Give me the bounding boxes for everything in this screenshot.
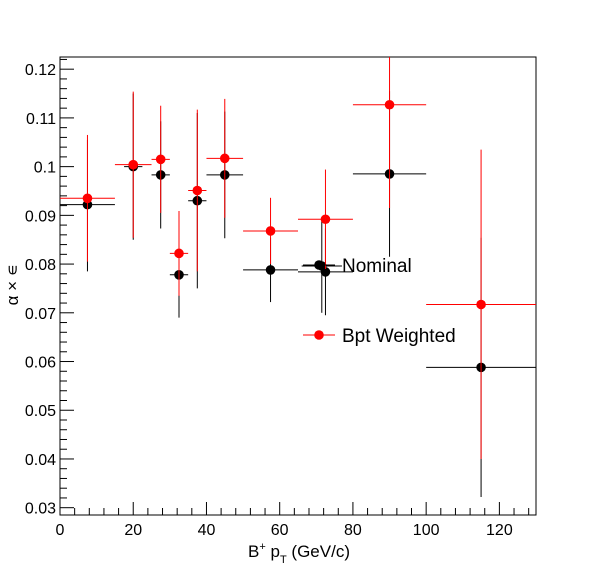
x-tick-label: 40 [198,522,216,539]
data-point [174,248,184,259]
x-tick-label: 60 [271,522,289,539]
legend-entry-nominal: Nominal [303,256,412,277]
legend-marker-bpt-weighted [314,330,324,340]
data-point [320,267,331,277]
axis-tick-labels: 0 20 40 60 80 100 120 0.03 0.04 0.05 0.06 0.07 0.08 0… [25,62,513,539]
legend: Nominal Bpt Weighted [303,256,456,347]
y-tick-label: 0.06 [25,355,56,372]
legend-entry-bpt-weighted: Bpt Weighted [303,326,456,347]
x-tick-label: 100 [413,522,440,539]
x-axis-title-subscript: T [280,554,287,566]
y-tick-label: 0.1 [34,160,56,177]
x-tick-label: 80 [344,522,362,539]
data-point [82,193,93,204]
data-point [476,299,486,310]
series-bpt-weighted [60,57,536,459]
data-point [265,226,276,236]
x-axis-title-superscript: + [259,541,265,553]
y-tick-label: 0.11 [26,111,56,128]
x-axis-title-unit: (GeV/c) [287,542,350,561]
axis-ticks [59,58,530,515]
x-tick-label: 0 [56,522,65,539]
data-point [155,154,166,165]
data-point [384,99,395,110]
data-series [60,57,536,497]
x-axis-title-rest: p [266,542,280,561]
y-tick-label: 0.07 [25,306,56,323]
y-tick-label: 0.04 [25,452,56,469]
x-tick-label: 120 [486,522,513,539]
data-point [320,214,331,225]
y-tick-label: 0.05 [25,403,56,420]
data-point [219,153,230,164]
x-tick-label: 20 [124,522,142,539]
data-point [128,159,139,170]
plot-frame-border [59,56,537,516]
legend-marker-nominal [314,260,324,270]
x-axis-title: B+ pT (GeV/c) [248,541,350,566]
y-tick-label: 0.12 [25,62,56,79]
y-tick-label: 0.08 [25,257,56,274]
legend-label-nominal: Nominal [342,256,412,277]
y-axis-title: α × ∊ [3,264,22,305]
legend-label-bpt-weighted: Bpt Weighted [342,326,456,347]
data-point [192,185,203,196]
y-tick-label: 0.09 [25,208,56,225]
data-point [265,265,276,275]
plot-frame [59,56,537,516]
x-axis-title-main: B [248,542,259,561]
y-tick-label: 0.03 [25,501,56,518]
